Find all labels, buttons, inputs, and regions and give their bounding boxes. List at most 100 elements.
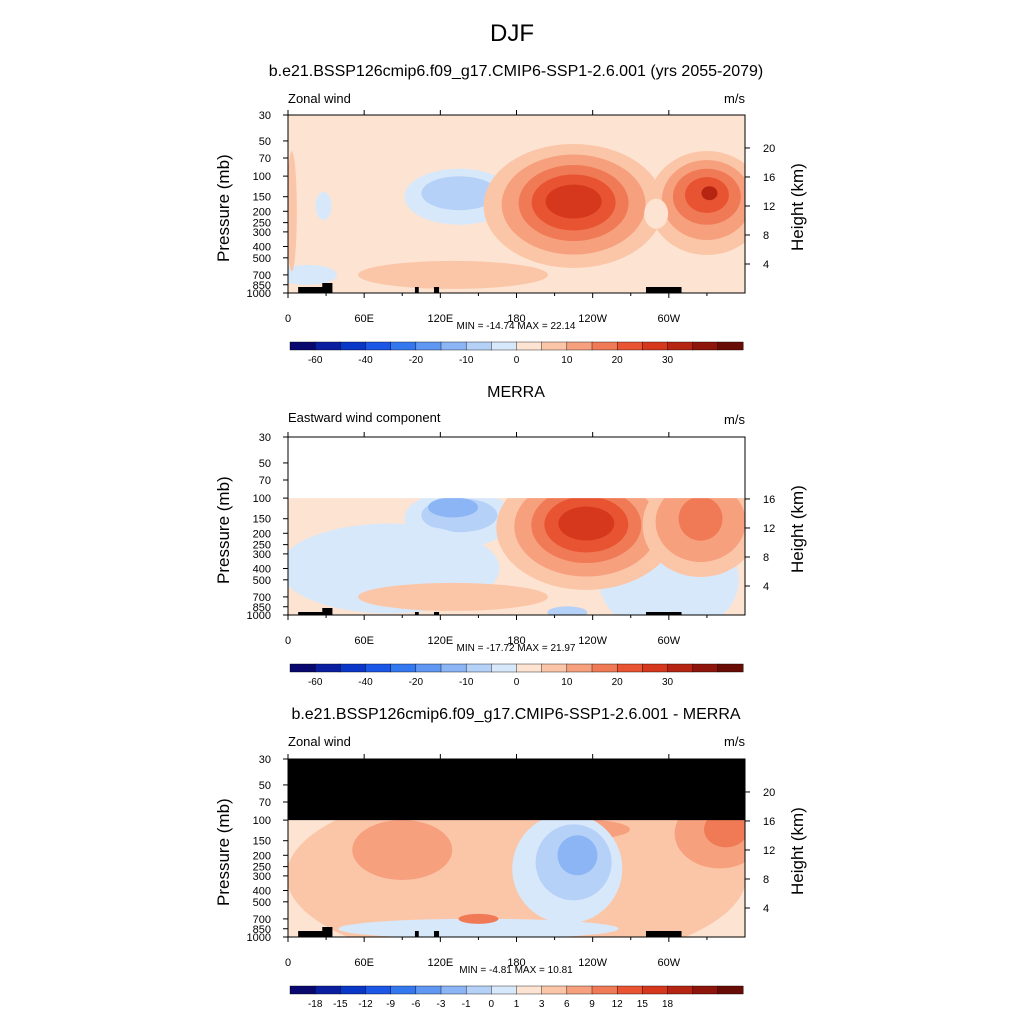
- colorbar-swatch: [667, 341, 694, 351]
- colorbar-swatch: [616, 663, 643, 673]
- colorbar-label: 15: [637, 999, 649, 1010]
- panel-title-obs: MERRA: [487, 384, 545, 401]
- height-tick-label: 8: [763, 230, 769, 242]
- height-tick-label: 16: [763, 816, 775, 828]
- lon-tick-label: 60W: [658, 957, 681, 969]
- colorbar-label: 12: [612, 999, 624, 1010]
- colorbar-swatch: [591, 985, 618, 995]
- no-data-region: [288, 437, 745, 499]
- jet-core: [701, 186, 718, 201]
- topography: [645, 612, 682, 615]
- colorbar-swatch: [314, 663, 341, 673]
- pressure-tick-label: 100: [253, 815, 271, 827]
- positive-diff: [352, 819, 453, 880]
- colorbar-label: 1: [514, 999, 520, 1010]
- pressure-tick-label: 300: [253, 227, 271, 239]
- pressure-tick-label: 500: [253, 253, 271, 265]
- colorbar-label: 6: [564, 999, 570, 1010]
- colorbar-label: -40: [358, 355, 373, 366]
- colorbar-label: -20: [409, 677, 424, 688]
- pressure-tick-label: 300: [253, 549, 271, 561]
- colorbar-swatch: [415, 341, 442, 351]
- colorbar-label: 10: [561, 355, 573, 366]
- stats-obs: MIN = -17.72 MAX = 21.97: [456, 643, 576, 654]
- colorbar-swatch: [717, 341, 744, 351]
- surface-westerly: [358, 582, 549, 611]
- colorbar-swatch: [616, 341, 643, 351]
- colorbar-label: 30: [662, 677, 674, 688]
- pressure-tick-label: 70: [259, 797, 271, 809]
- jet-core: [558, 506, 615, 541]
- colorbar-swatch: [415, 663, 442, 673]
- colorbar-swatch: [667, 985, 694, 995]
- height-tick-label: 4: [763, 581, 769, 593]
- colorbar-swatch: [415, 985, 442, 995]
- left-label-diff: Zonal wind: [288, 734, 351, 749]
- easterly-patch: [288, 264, 338, 285]
- colorbar-label: -10: [459, 355, 474, 366]
- height-tick-label: 16: [763, 172, 775, 184]
- colorbar-swatch: [616, 985, 643, 995]
- pressure-tick-label: 200: [253, 850, 271, 862]
- colorbar-diff: -18 -15 -12 -9 -6 -3 -1 0 1 3 6 9 12 15 18: [289, 985, 744, 1010]
- stats-model: MIN = -14.74 MAX = 22.14: [456, 321, 576, 332]
- colorbar-label: -20: [409, 355, 424, 366]
- colorbar-swatch: [289, 663, 316, 673]
- colorbar-swatch: [289, 985, 316, 995]
- topography: [433, 931, 440, 937]
- panel-title-model: b.e21.BSSP126cmip6.f09_g17.CMIP6-SSP1-2.…: [268, 63, 764, 80]
- right-label-diff: m/s: [724, 734, 745, 749]
- lon-tick-label: 60W: [658, 635, 681, 647]
- colorbar-swatch: [491, 341, 518, 351]
- pressure-tick-label: 700: [253, 914, 271, 926]
- topography: [322, 608, 333, 615]
- topography: [414, 287, 419, 293]
- topography: [645, 287, 682, 293]
- colorbar-label: 20: [612, 677, 624, 688]
- colorbar-swatch: [591, 341, 618, 351]
- pressure-tick-label: 150: [253, 192, 271, 204]
- pressure-tick-label: 150: [253, 836, 271, 848]
- colorbar-swatch: [591, 663, 618, 673]
- lon-tick-label: 0: [285, 635, 291, 647]
- negative-diff: [338, 918, 619, 937]
- pressure-tick-label: 250: [253, 540, 271, 552]
- colorbar-swatch: [314, 341, 341, 351]
- colorbar-swatch: [365, 985, 392, 995]
- pressure-tick-label: 100: [253, 493, 271, 505]
- lon-tick-label: 120W: [578, 635, 607, 647]
- colorbar-label: -18: [308, 999, 323, 1010]
- contour-field-diff: [288, 759, 745, 937]
- topography: [322, 283, 333, 293]
- height-tick-label: 8: [763, 874, 769, 886]
- colorbar-label: -60: [308, 677, 323, 688]
- colorbar-swatch: [340, 985, 367, 995]
- lon-tick-label: 120W: [578, 957, 607, 969]
- pressure-tick-label: 200: [253, 206, 271, 218]
- colorbar-swatch: [541, 663, 568, 673]
- colorbar-swatch: [314, 985, 341, 995]
- easterly-patch: [547, 606, 588, 615]
- colorbar-swatch: [340, 341, 367, 351]
- right-label-model: m/s: [724, 91, 745, 106]
- colorbar-label: 10: [561, 677, 573, 688]
- topography: [433, 612, 440, 615]
- left-label-obs: Eastward wind component: [288, 410, 441, 425]
- colorbar-swatch: [390, 985, 417, 995]
- colorbar-label: 3: [539, 999, 545, 1010]
- pressure-tick-label: 30: [259, 754, 271, 766]
- negative-diff: [557, 835, 598, 876]
- colorbar-label: 0: [514, 677, 520, 688]
- height-tick-label: 4: [763, 903, 769, 915]
- jet-contour: [678, 496, 723, 541]
- pressure-tick-label: 400: [253, 563, 271, 575]
- topography: [322, 927, 333, 937]
- pressure-tick-label: 150: [253, 514, 271, 526]
- pressure-tick-label: 30: [259, 110, 271, 122]
- pressure-tick-label: 250: [253, 218, 271, 230]
- colorbar-swatch: [390, 663, 417, 673]
- colorbar-label: -6: [411, 999, 420, 1010]
- easterly-core: [421, 176, 498, 211]
- colorbar-swatch: [642, 341, 668, 351]
